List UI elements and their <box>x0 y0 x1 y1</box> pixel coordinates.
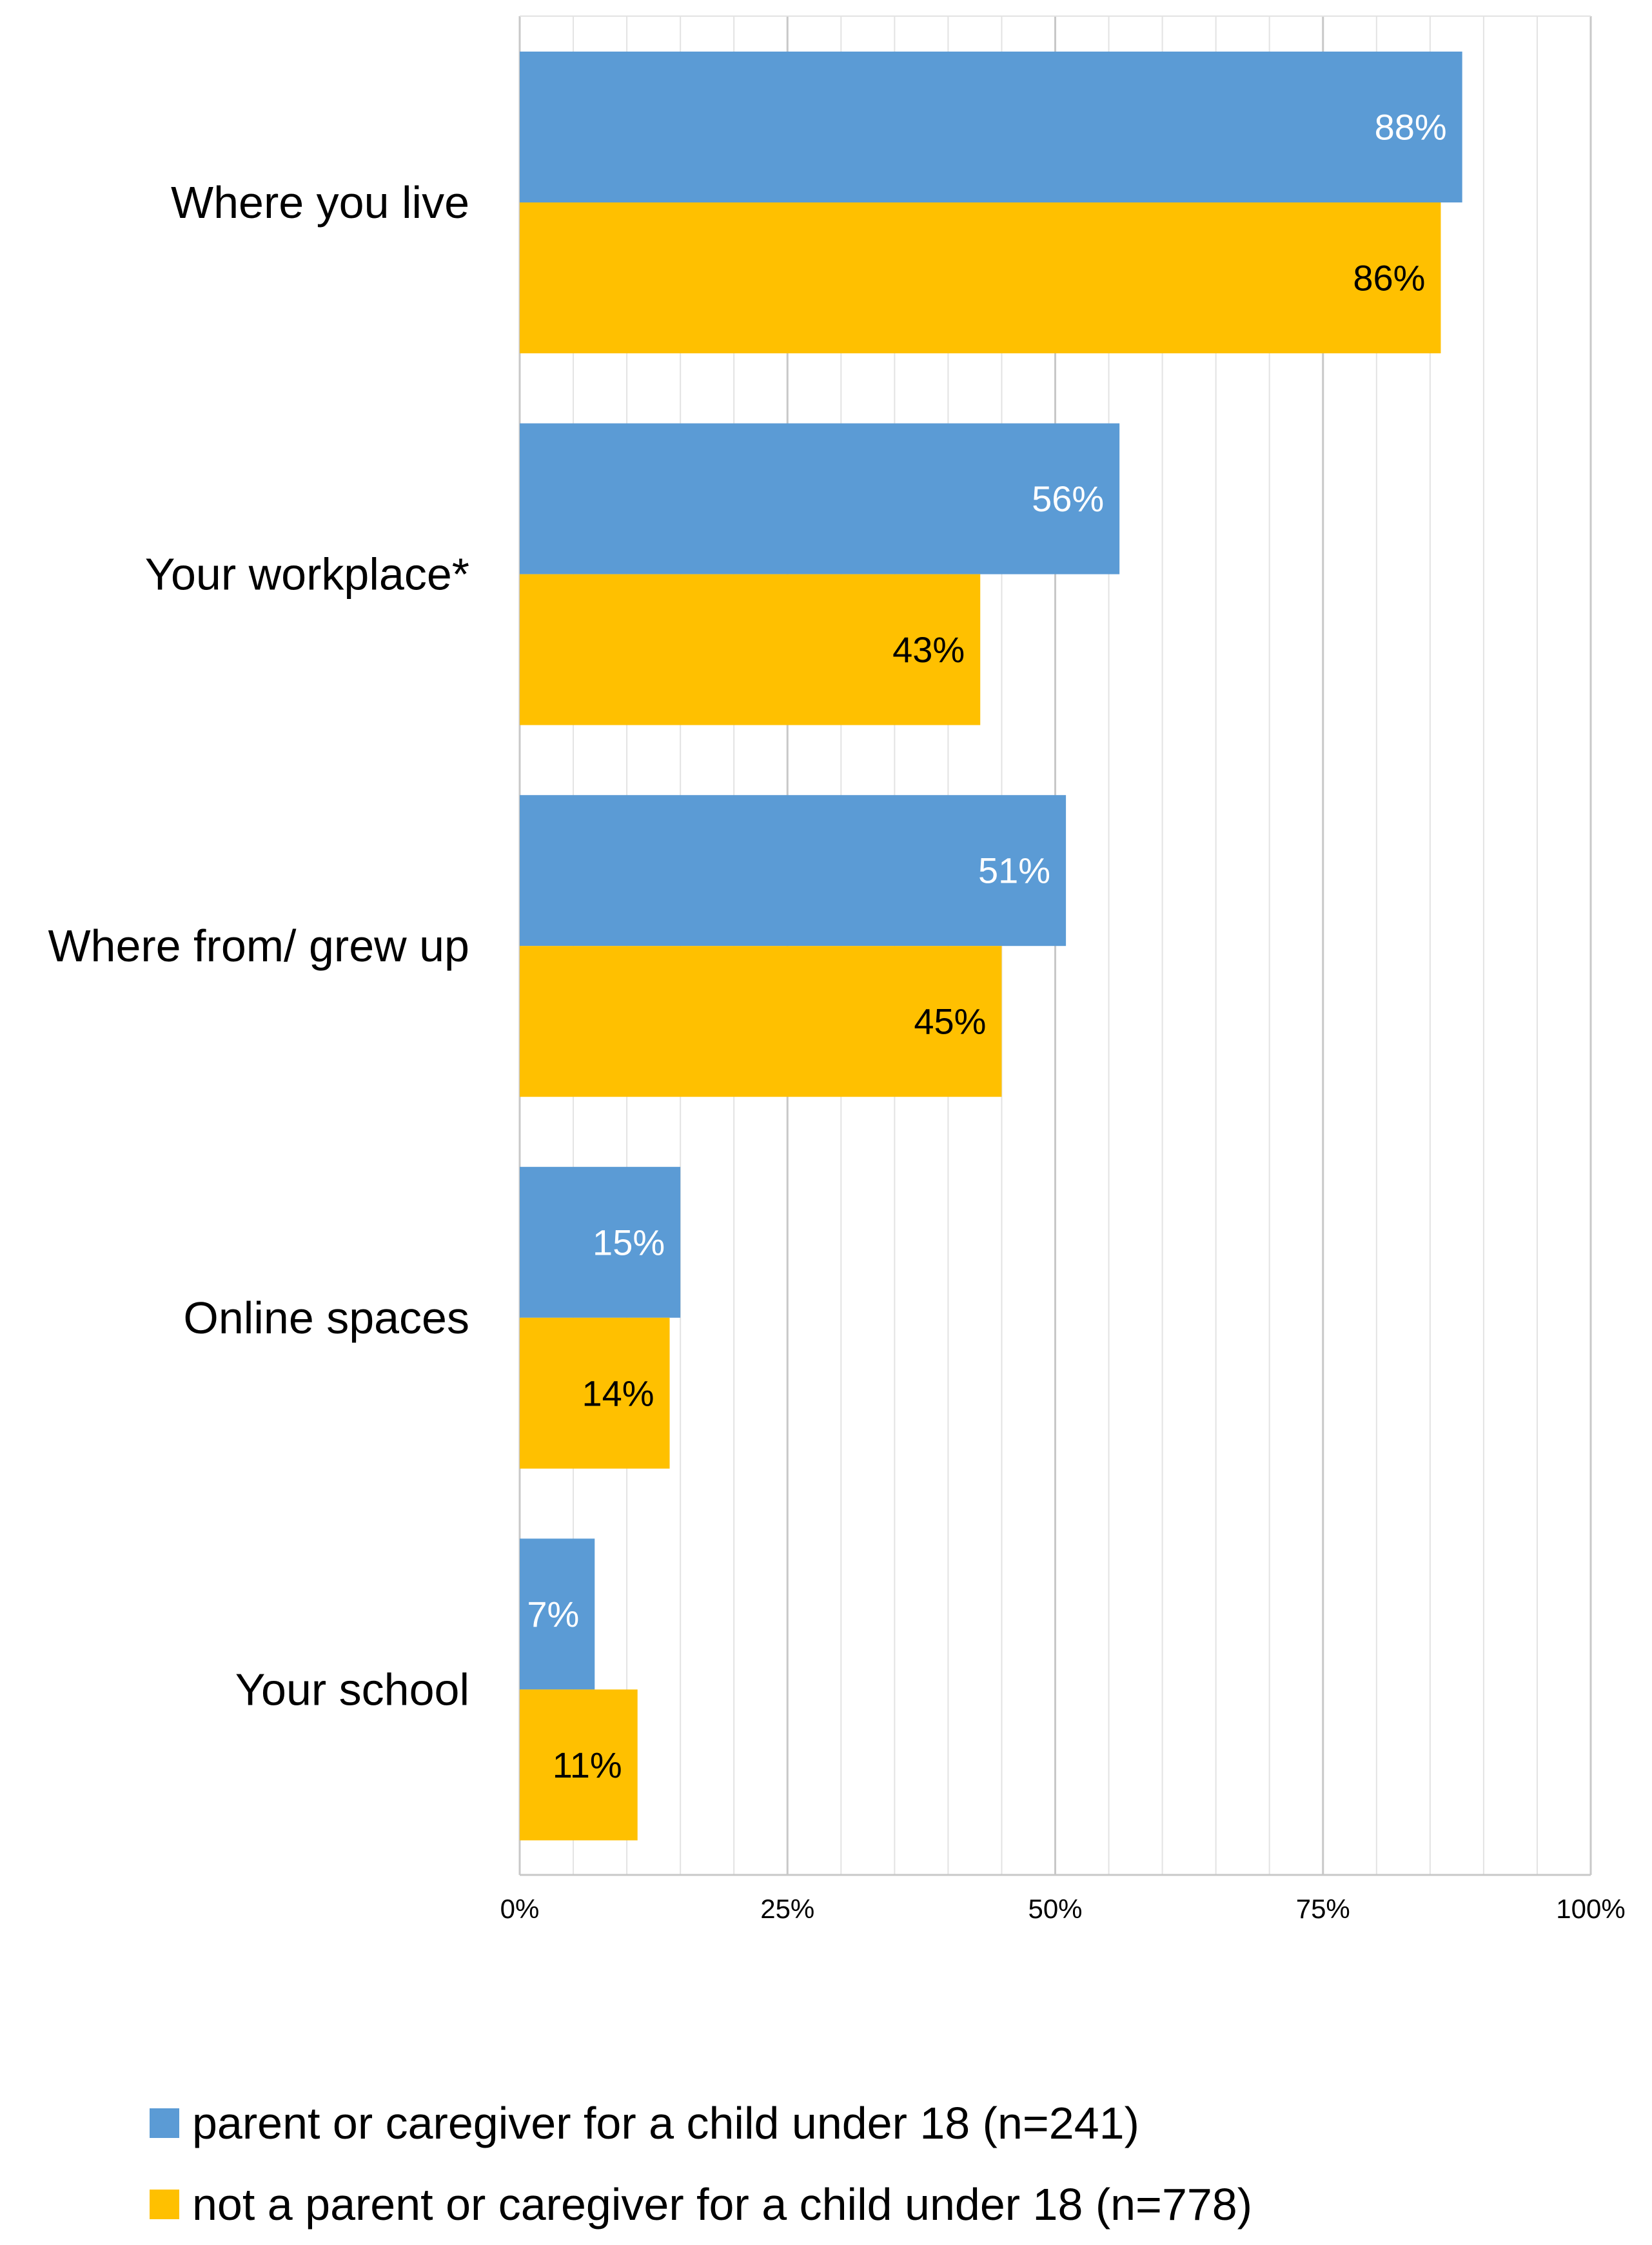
legend-item-not-parent: not a parent or caregiver for a child un… <box>150 2164 1252 2245</box>
data-label: 14% <box>582 1373 654 1413</box>
data-label: 88% <box>1375 107 1447 148</box>
category-labels: Where you live Your workplace* Where from/… <box>48 177 469 1714</box>
bar-parent <box>520 52 1462 202</box>
data-label: 15% <box>593 1222 665 1262</box>
data-label: 86% <box>1353 258 1425 299</box>
x-tick-label: 50% <box>1028 1894 1082 1924</box>
x-tick-label: 0% <box>500 1894 540 1924</box>
category-label: Your school <box>235 1664 469 1714</box>
data-label: 7% <box>527 1594 579 1634</box>
data-labels: 88% 86% 56% 43% 51% 45% 15% 14% 7% 11% <box>527 107 1446 1785</box>
x-tick-label: 100% <box>1556 1894 1625 1924</box>
bar-not-parent <box>520 1689 638 1841</box>
category-label: Online spaces <box>183 1293 469 1343</box>
bar-not-parent <box>520 1317 670 1469</box>
bar-parent <box>520 1538 595 1690</box>
data-label: 43% <box>892 629 965 670</box>
category-label: Where you live <box>171 177 469 228</box>
x-tick-label: 25% <box>760 1894 814 1924</box>
legend-label-parent: parent or caregiver for a child under 18… <box>192 2098 1139 2148</box>
bar-not-parent <box>520 946 1002 1097</box>
x-tick-label: 75% <box>1296 1894 1350 1924</box>
bar-chart: 88% 86% 56% 43% 51% 45% 15% 14% 7% 11% Where you … <box>48 15 1626 1924</box>
legend-swatch-not-parent <box>150 2190 179 2219</box>
legend: parent or caregiver for a child under 18… <box>150 2083 1252 2245</box>
bar-parent <box>520 423 1120 574</box>
category-label: Where from/ grew up <box>48 921 469 971</box>
legend-label-not-parent: not a parent or caregiver for a child un… <box>192 2179 1253 2230</box>
data-label: 51% <box>978 850 1050 891</box>
data-label: 11% <box>553 1745 622 1785</box>
legend-swatch-parent <box>150 2108 179 2138</box>
legend-item-parent: parent or caregiver for a child under 18… <box>150 2083 1252 2164</box>
data-label: 45% <box>914 1001 986 1042</box>
category-label: Your workplace* <box>145 549 469 600</box>
bar-not-parent <box>520 202 1441 353</box>
bar-parent <box>520 1166 681 1318</box>
bars <box>520 52 1462 1841</box>
x-axis-tick-labels: 0% 25% 50% 75% 100% <box>500 1894 1626 1924</box>
bar-parent <box>520 795 1067 946</box>
data-label: 56% <box>1032 478 1104 519</box>
bar-not-parent <box>520 574 981 725</box>
